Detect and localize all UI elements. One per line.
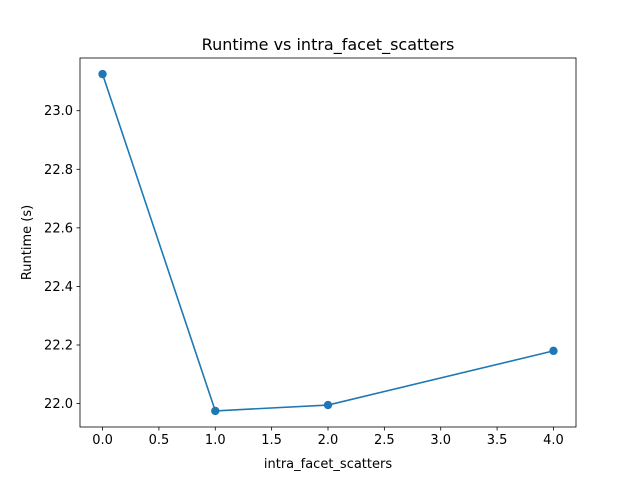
data-point	[549, 346, 558, 356]
x-tick-label: 0.0	[92, 433, 113, 448]
x-tick-label: 3.5	[487, 433, 508, 448]
data-point	[323, 400, 333, 410]
x-tick-label: 2.5	[374, 433, 395, 448]
data-point	[211, 406, 220, 416]
y-tick-label: 22.2	[44, 339, 73, 354]
x-tick-label: 2.0	[318, 433, 339, 448]
series-line	[101, 73, 554, 412]
y-tick-label: 22.4	[44, 280, 73, 295]
y-tick-label: 23.0	[44, 104, 73, 119]
y-axis-label: Runtime (s)	[20, 205, 35, 280]
y-tick-label: 22.8	[44, 163, 73, 178]
chart-title: Runtime vs intra_facet_scatters	[202, 35, 455, 55]
data-point	[98, 69, 107, 79]
y-tick-label: 22.0	[44, 397, 73, 412]
x-tick-label: 3.0	[430, 433, 451, 448]
y-tick-label: 22.6	[44, 221, 73, 236]
x-tick-label: 4.0	[543, 433, 564, 448]
x-tick-label: 1.0	[205, 433, 226, 448]
x-tick-label: 0.5	[149, 433, 170, 448]
x-tick-label: 1.5	[261, 433, 282, 448]
x-axis-label: intra_facet_scatters	[264, 457, 392, 472]
